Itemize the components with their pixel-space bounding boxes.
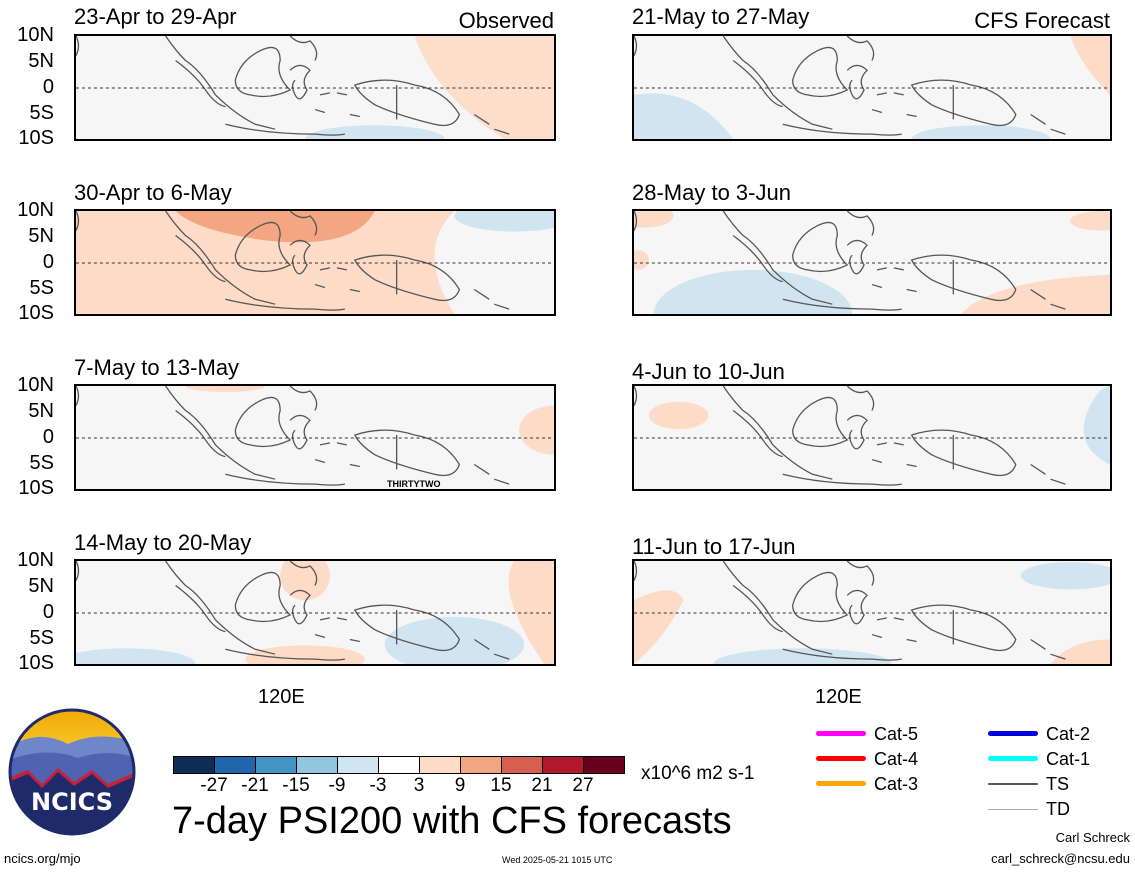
colorbar-tick-label: 27 [572, 775, 594, 796]
colorbar-tick-label: -27 [200, 775, 228, 796]
footer-author: Carl Schreck [1055, 830, 1130, 845]
legend-label: Cat-5 [874, 724, 919, 744]
colorbar-swatch [255, 756, 297, 774]
colorbar-swatch [460, 756, 502, 774]
legend-label: TD [1046, 799, 1070, 819]
panel-title-4: 14-May to 20-May [74, 530, 252, 555]
colorbar-swatch [583, 756, 625, 774]
legend-swatch [988, 783, 1038, 785]
panel-title-6: 28-May to 3-Jun [632, 180, 791, 205]
legend-swatch [816, 781, 866, 786]
colorbar-tick-label: 21 [531, 775, 553, 796]
panel-title-2: 30-Apr to 6-May [74, 180, 232, 205]
map-panel-7 [632, 384, 1112, 491]
panel-title-7: 4-Jun to 10-Jun [632, 359, 785, 384]
map-panel-4 [74, 559, 556, 666]
legend-swatch [816, 756, 866, 761]
colorbar-swatch [501, 756, 543, 774]
observed-label: Observed [458, 8, 554, 33]
colorbar-swatch [173, 756, 215, 774]
colorbar-units: x10^6 m2 s-1 [641, 763, 755, 784]
legend-label: Cat-2 [1046, 724, 1091, 744]
panel-title-5: 21-May to 27-May [632, 4, 810, 29]
map-panel-6 [632, 209, 1112, 316]
colorbar-swatch [378, 756, 420, 774]
legend-label: Cat-1 [1046, 749, 1091, 769]
colorbar-swatch [214, 756, 256, 774]
panel-title-1: 23-Apr to 29-Apr [74, 4, 237, 29]
lon-label-right: 120E [815, 686, 862, 708]
footer-url[interactable]: ncics.org/mjo [4, 851, 81, 866]
legend-swatch [988, 809, 1038, 810]
map-panel-3: THIRTYTWO [74, 384, 556, 491]
legend-swatch [988, 731, 1038, 736]
colorbar-tick-label: 15 [490, 775, 512, 796]
lon-label-left: 120E [258, 686, 305, 708]
colorbar-swatch [419, 756, 461, 774]
map-panel-8 [632, 559, 1112, 666]
footer-email[interactable]: carl_schreck@ncsu.edu [991, 851, 1130, 866]
map-panel-1 [74, 34, 556, 141]
cfs-forecast-label: CFS Forecast [974, 8, 1110, 33]
colorbar-swatch [337, 756, 379, 774]
ncics-logo: NCICS [8, 708, 136, 836]
colorbar-tick-label: 9 [454, 775, 466, 796]
colorbar-swatch [542, 756, 584, 774]
colorbar-swatch [296, 756, 338, 774]
panel-title-8: 11-Jun to 17-Jun [632, 534, 796, 559]
legend-label: Cat-4 [874, 749, 919, 769]
legend-label: TS [1046, 774, 1070, 794]
footer-timestamp: Wed 2025-05-21 1015 UTC [502, 855, 613, 865]
colorbar-tick-label: 3 [413, 775, 425, 796]
logo-text: NCICS [31, 788, 113, 816]
legend-swatch [816, 731, 866, 736]
colorbar-tick-label: -21 [241, 775, 269, 796]
legend-label: Cat-3 [874, 774, 919, 794]
colorbar-tick-label: -9 [328, 775, 346, 796]
colorbar-tick-label: -15 [282, 775, 310, 796]
map-panel-2 [74, 209, 556, 316]
colorbar-tick-label: -3 [369, 775, 387, 796]
page-title: 7-day PSI200 with CFS forecasts [172, 800, 732, 842]
legend-swatch [988, 756, 1038, 761]
panel-title-3: 7-May to 13-May [74, 355, 240, 380]
map-panel-5 [632, 34, 1112, 141]
storm-track-label: THIRTYTWO [387, 479, 441, 489]
